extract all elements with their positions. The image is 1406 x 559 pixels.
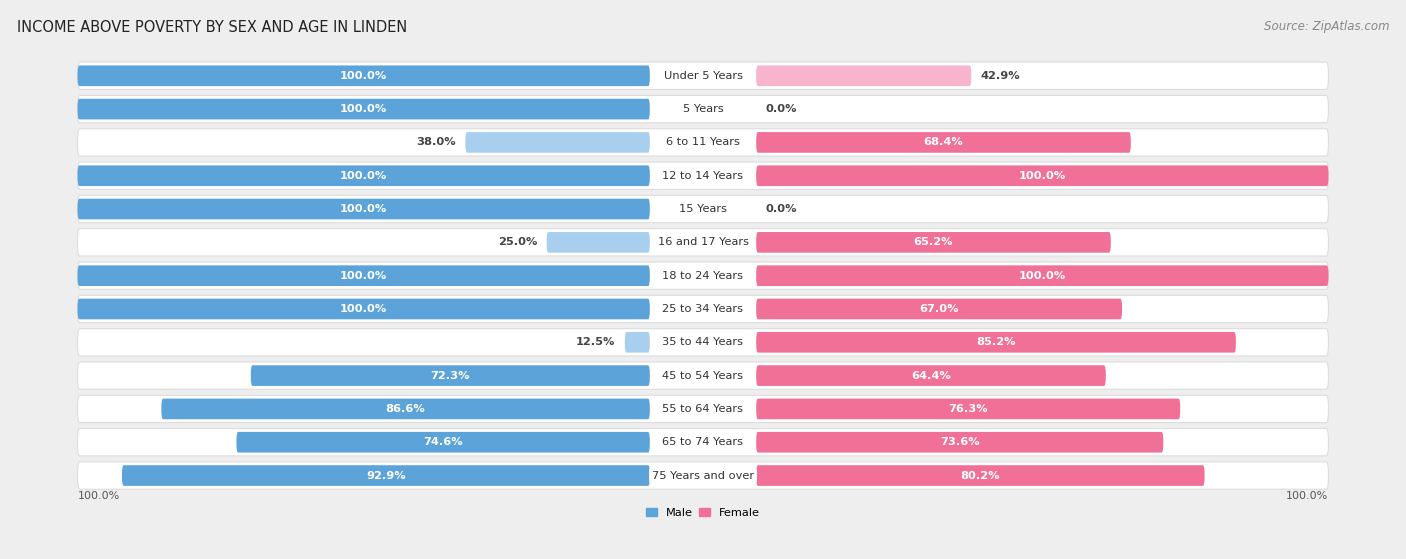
FancyBboxPatch shape (77, 295, 1329, 323)
Text: 72.3%: 72.3% (430, 371, 470, 381)
Text: 0.0%: 0.0% (765, 204, 797, 214)
Text: 65.2%: 65.2% (914, 238, 953, 247)
Text: 12.5%: 12.5% (576, 337, 616, 347)
FancyBboxPatch shape (77, 362, 1329, 389)
Text: 80.2%: 80.2% (960, 471, 1000, 481)
Text: 100.0%: 100.0% (340, 204, 387, 214)
Text: 100.0%: 100.0% (1286, 491, 1329, 501)
Text: 100.0%: 100.0% (340, 304, 387, 314)
FancyBboxPatch shape (77, 395, 1329, 423)
FancyBboxPatch shape (77, 266, 650, 286)
Text: 67.0%: 67.0% (920, 304, 959, 314)
FancyBboxPatch shape (547, 232, 650, 253)
FancyBboxPatch shape (465, 132, 650, 153)
Text: 18 to 24 Years: 18 to 24 Years (662, 271, 744, 281)
Text: 6 to 11 Years: 6 to 11 Years (666, 138, 740, 148)
Text: 65 to 74 Years: 65 to 74 Years (662, 437, 744, 447)
Text: 42.9%: 42.9% (981, 71, 1021, 81)
FancyBboxPatch shape (77, 62, 1329, 89)
Text: 38.0%: 38.0% (416, 138, 456, 148)
Text: 100.0%: 100.0% (340, 104, 387, 114)
Text: 100.0%: 100.0% (340, 170, 387, 181)
Text: 25 to 34 Years: 25 to 34 Years (662, 304, 744, 314)
Text: 75 Years and over: 75 Years and over (652, 471, 754, 481)
Text: 92.9%: 92.9% (366, 471, 406, 481)
FancyBboxPatch shape (756, 399, 1180, 419)
Text: 73.6%: 73.6% (941, 437, 980, 447)
FancyBboxPatch shape (250, 365, 650, 386)
FancyBboxPatch shape (77, 65, 650, 86)
FancyBboxPatch shape (236, 432, 650, 453)
FancyBboxPatch shape (756, 165, 1329, 186)
Text: INCOME ABOVE POVERTY BY SEX AND AGE IN LINDEN: INCOME ABOVE POVERTY BY SEX AND AGE IN L… (17, 20, 408, 35)
Text: 16 and 17 Years: 16 and 17 Years (658, 238, 748, 247)
Text: Under 5 Years: Under 5 Years (664, 71, 742, 81)
FancyBboxPatch shape (77, 96, 1329, 123)
FancyBboxPatch shape (77, 462, 1329, 489)
FancyBboxPatch shape (756, 299, 1122, 319)
FancyBboxPatch shape (77, 162, 1329, 190)
FancyBboxPatch shape (756, 465, 1205, 486)
FancyBboxPatch shape (756, 65, 972, 86)
Text: 76.3%: 76.3% (949, 404, 988, 414)
FancyBboxPatch shape (77, 196, 1329, 222)
FancyBboxPatch shape (756, 132, 1130, 153)
Text: 86.6%: 86.6% (385, 404, 426, 414)
FancyBboxPatch shape (77, 299, 650, 319)
Text: 15 Years: 15 Years (679, 204, 727, 214)
Text: 68.4%: 68.4% (924, 138, 963, 148)
FancyBboxPatch shape (756, 266, 1329, 286)
Text: 85.2%: 85.2% (976, 337, 1015, 347)
FancyBboxPatch shape (77, 429, 1329, 456)
Text: 5 Years: 5 Years (683, 104, 723, 114)
Text: 74.6%: 74.6% (423, 437, 463, 447)
FancyBboxPatch shape (122, 465, 650, 486)
FancyBboxPatch shape (77, 198, 650, 219)
Text: 25.0%: 25.0% (498, 238, 537, 247)
Legend: Male, Female: Male, Female (641, 503, 765, 523)
Text: 12 to 14 Years: 12 to 14 Years (662, 170, 744, 181)
Text: 100.0%: 100.0% (340, 71, 387, 81)
FancyBboxPatch shape (77, 329, 1329, 356)
Text: 100.0%: 100.0% (340, 271, 387, 281)
FancyBboxPatch shape (624, 332, 650, 353)
Text: 100.0%: 100.0% (1019, 170, 1066, 181)
FancyBboxPatch shape (756, 432, 1163, 453)
FancyBboxPatch shape (77, 129, 1329, 156)
Text: 64.4%: 64.4% (911, 371, 950, 381)
Text: 45 to 54 Years: 45 to 54 Years (662, 371, 744, 381)
FancyBboxPatch shape (77, 229, 1329, 256)
Text: 100.0%: 100.0% (1019, 271, 1066, 281)
FancyBboxPatch shape (162, 399, 650, 419)
Text: 0.0%: 0.0% (765, 104, 797, 114)
FancyBboxPatch shape (756, 332, 1236, 353)
FancyBboxPatch shape (756, 232, 1111, 253)
Text: Source: ZipAtlas.com: Source: ZipAtlas.com (1264, 20, 1389, 32)
FancyBboxPatch shape (756, 365, 1105, 386)
Text: 55 to 64 Years: 55 to 64 Years (662, 404, 744, 414)
FancyBboxPatch shape (77, 165, 650, 186)
Text: 35 to 44 Years: 35 to 44 Years (662, 337, 744, 347)
FancyBboxPatch shape (77, 99, 650, 120)
Text: 100.0%: 100.0% (77, 491, 120, 501)
FancyBboxPatch shape (77, 262, 1329, 290)
